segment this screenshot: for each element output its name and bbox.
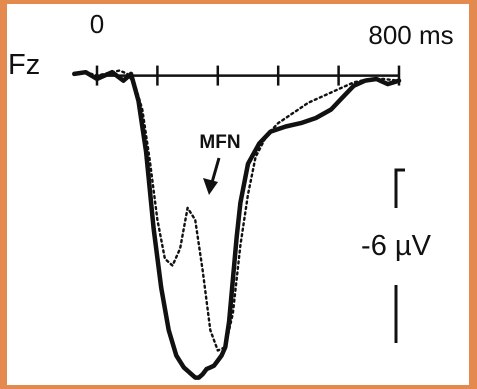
x-tick-label-end: 800 ms (368, 20, 453, 50)
x-tick-label-start: 0 (90, 9, 104, 39)
amplitude-scale-bar: -6 µV (361, 168, 432, 343)
waveform-dotted (73, 69, 401, 352)
mfn-annotation: MFN (199, 132, 241, 195)
waveform-solid (72, 69, 402, 380)
scale-bar-label: -6 µV (361, 230, 432, 262)
mfn-arrow-head (203, 178, 218, 195)
channel-label: Fz (8, 49, 40, 81)
plot-panel (7, 4, 469, 385)
scale-bar-top (394, 168, 405, 208)
mfn-label: MFN (199, 132, 240, 153)
waveform-series (72, 69, 402, 380)
